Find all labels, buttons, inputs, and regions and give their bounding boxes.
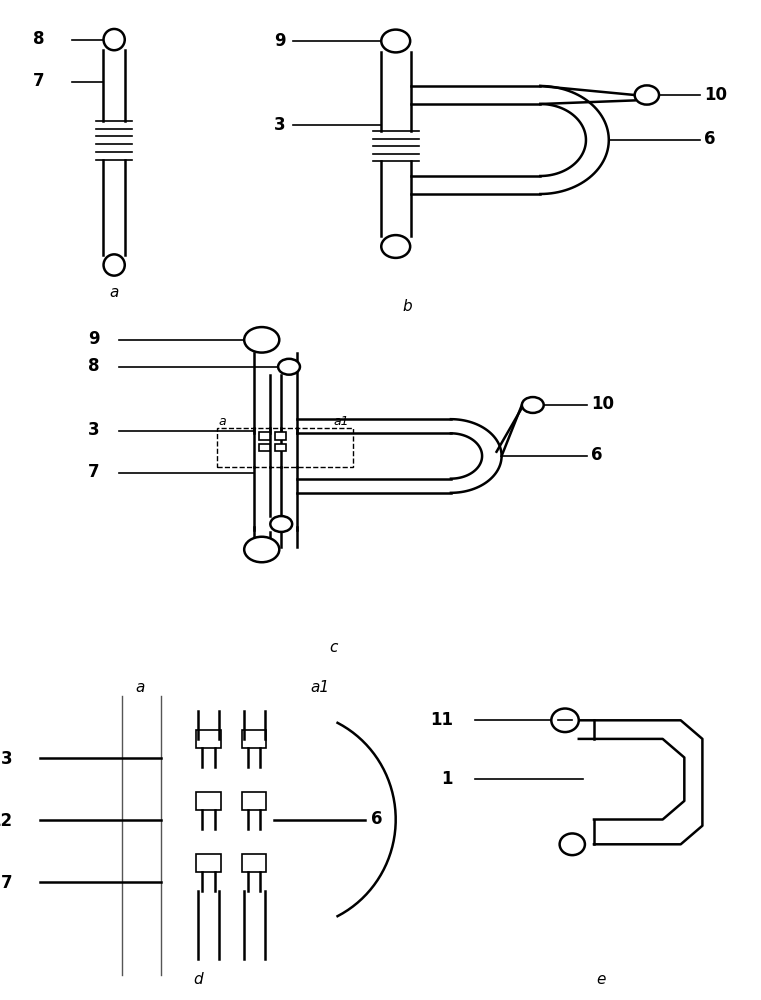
Text: 7: 7 [88, 463, 100, 481]
Text: 6: 6 [371, 810, 383, 828]
Bar [242, 854, 266, 872]
Text: a: a [135, 680, 145, 695]
Bar [196, 792, 221, 810]
Text: b: b [403, 299, 412, 314]
Text: 6: 6 [704, 130, 715, 148]
Circle shape [103, 254, 125, 276]
Text: 9: 9 [274, 31, 285, 49]
Text: 10: 10 [591, 395, 614, 413]
Bar [275, 444, 285, 451]
Text: 3: 3 [274, 115, 285, 133]
Bar [196, 854, 221, 872]
Bar [259, 432, 270, 440]
Circle shape [244, 327, 279, 353]
Bar [217, 428, 353, 467]
Bar [259, 444, 270, 451]
Text: 8: 8 [88, 357, 100, 375]
Circle shape [522, 397, 543, 413]
Circle shape [270, 516, 292, 532]
Text: 10: 10 [704, 86, 727, 104]
Text: a: a [219, 415, 227, 428]
Text: 3: 3 [88, 421, 100, 439]
Bar [242, 792, 266, 810]
Text: d: d [193, 972, 202, 987]
Bar [196, 730, 221, 748]
Text: 9: 9 [88, 330, 100, 348]
Text: 1: 1 [441, 770, 453, 788]
Text: 6: 6 [591, 446, 603, 464]
Text: 11: 11 [430, 711, 453, 729]
Circle shape [635, 85, 659, 105]
Text: a: a [110, 285, 119, 300]
Text: a1: a1 [334, 415, 349, 428]
Bar [275, 432, 285, 440]
Text: 3: 3 [1, 750, 12, 768]
Text: 8: 8 [33, 30, 45, 48]
Text: 12: 12 [0, 812, 12, 830]
Circle shape [103, 29, 125, 50]
Circle shape [551, 709, 579, 732]
Circle shape [381, 30, 410, 52]
Circle shape [278, 359, 300, 375]
Circle shape [559, 833, 585, 855]
Bar [242, 730, 266, 748]
Text: a1: a1 [310, 680, 330, 695]
Circle shape [381, 235, 410, 258]
Circle shape [244, 537, 279, 562]
Text: e: e [597, 972, 606, 987]
Text: 7: 7 [1, 874, 12, 892]
Text: c: c [330, 640, 338, 654]
Text: 7: 7 [33, 72, 45, 90]
